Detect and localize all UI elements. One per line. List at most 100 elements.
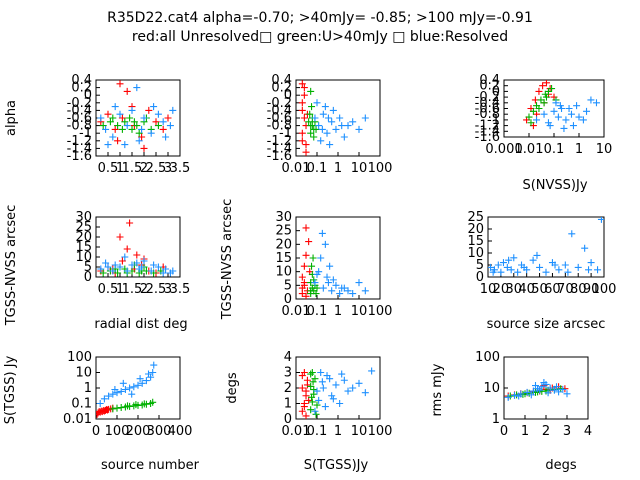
point-green <box>118 125 126 133</box>
point-blue <box>328 118 336 126</box>
point-blue <box>121 253 129 261</box>
point-blue <box>318 229 326 237</box>
y-tick-label: 30 <box>75 210 92 225</box>
point-blue <box>105 392 113 400</box>
x-tick-label: 1 <box>116 282 124 297</box>
point-blue <box>313 99 321 107</box>
y-tick-label: 1 <box>492 412 500 427</box>
point-blue <box>520 263 528 271</box>
point-blue <box>368 367 376 375</box>
y-tick-label: 25 <box>467 210 484 225</box>
point-blue <box>123 267 131 275</box>
y-tick-label: 10 <box>483 381 500 396</box>
y-tick-label: -1.4 <box>267 141 292 156</box>
point-blue <box>96 400 104 407</box>
point-red <box>302 148 310 156</box>
x-tick-label: 10 <box>351 161 368 176</box>
point-blue <box>568 230 576 238</box>
point-blue <box>515 392 523 400</box>
point-blue <box>585 266 593 274</box>
point-blue <box>319 384 327 392</box>
point-blue <box>126 384 134 392</box>
point-blue <box>313 270 321 278</box>
point-blue <box>559 385 567 393</box>
x-tick-label: 100 <box>368 304 393 319</box>
point-blue <box>561 261 569 269</box>
point-blue <box>111 386 119 394</box>
point-blue <box>100 395 108 403</box>
x-tick-label: 3 <box>563 424 571 439</box>
point-red <box>145 106 153 114</box>
point-green <box>109 405 117 413</box>
x-tick-label: 30 <box>506 282 523 297</box>
point-green <box>548 85 556 93</box>
point-blue <box>344 287 352 295</box>
point-red <box>303 381 311 389</box>
y-tick-label: 15 <box>75 240 92 255</box>
point-blue <box>349 118 357 126</box>
x-tick-label: 0.01 <box>282 161 311 176</box>
y-tick-label: 25 <box>75 220 92 235</box>
point-blue <box>349 384 357 392</box>
y-tick-label: -0.8 <box>267 119 292 134</box>
x-axis-label: S(TGSS)Jy <box>304 458 369 473</box>
point-blue <box>361 287 369 295</box>
point-green <box>527 119 535 127</box>
y-axis-label: TGSS-NVSS arcsec <box>220 199 235 321</box>
point-blue <box>355 379 363 387</box>
y-tick-label: -0.2 <box>67 96 92 111</box>
x-tick-label: 0 <box>500 424 508 439</box>
point-red <box>300 262 308 270</box>
point-blue <box>169 106 177 114</box>
x-tick-label: 0.01 <box>282 304 311 319</box>
y-tick-label: -1.6 <box>67 149 92 164</box>
series-points <box>504 379 571 401</box>
x-tick-label: 40 <box>518 282 535 297</box>
point-blue <box>123 122 131 130</box>
point-blue <box>338 122 346 130</box>
point-green <box>308 393 316 401</box>
point-blue <box>133 84 141 92</box>
point-blue <box>162 133 170 141</box>
point-blue <box>536 263 544 271</box>
point-blue <box>121 386 129 394</box>
point-green <box>126 114 134 122</box>
point-blue <box>361 389 369 397</box>
point-blue <box>130 383 138 391</box>
point-blue <box>149 369 157 376</box>
point-blue <box>317 254 325 262</box>
y-tick-label: 0.4 <box>271 73 292 88</box>
x-axis-label: source size arcsec <box>487 317 606 332</box>
point-blue <box>150 261 158 269</box>
point-blue <box>550 107 558 115</box>
panel-alpha-vs-radial: 0.511.522.533.50.40.20-0.2-0.4-0.6-0.8-1… <box>4 73 190 176</box>
point-red <box>298 137 306 145</box>
point-blue <box>128 390 136 398</box>
point-blue <box>332 281 340 289</box>
point-blue <box>150 103 158 111</box>
x-tick-label: 10 <box>351 424 368 439</box>
point-blue <box>109 390 117 398</box>
x-tick-label: 0.5 <box>98 282 119 297</box>
point-green <box>310 133 318 141</box>
x-tick-label: 50 <box>531 282 548 297</box>
point-blue <box>311 279 319 287</box>
point-blue <box>332 125 340 133</box>
series-points <box>298 367 376 419</box>
point-blue <box>147 129 155 137</box>
point-blue <box>554 113 562 121</box>
point-blue <box>497 268 505 276</box>
x-tick-label: 400 <box>168 424 193 439</box>
point-blue <box>542 268 550 276</box>
point-red <box>118 257 126 265</box>
point-blue <box>499 259 507 267</box>
y-tick-label: -0.2 <box>267 96 292 111</box>
y-tick-label: -0.6 <box>67 111 92 126</box>
point-blue <box>336 290 344 298</box>
point-green <box>308 122 316 130</box>
point-red <box>298 384 306 392</box>
point-blue <box>338 284 346 292</box>
chart-title-line-2: red:all Unresolved□ green:U>40mJy □ blue… <box>132 29 508 45</box>
x-axis-label: source number <box>101 458 200 473</box>
